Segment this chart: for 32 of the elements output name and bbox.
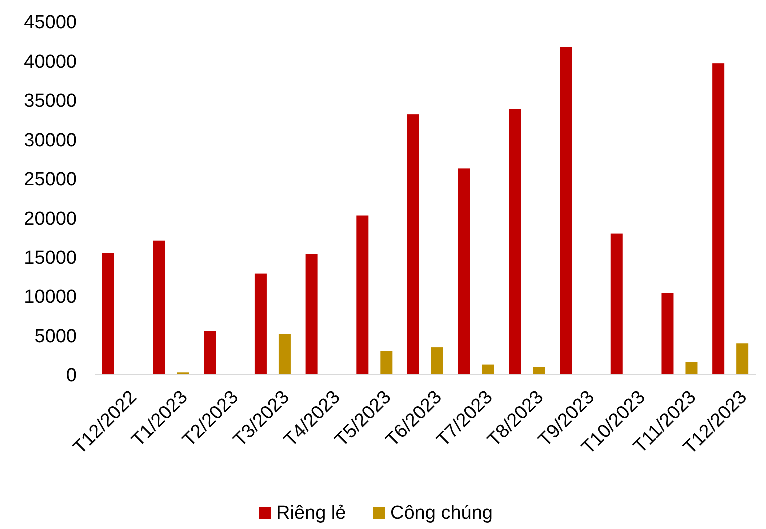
bar xyxy=(204,331,216,375)
bar xyxy=(736,344,749,375)
y-tick-label: 35000 xyxy=(24,91,77,112)
y-tick-label: 45000 xyxy=(24,12,77,34)
bar xyxy=(662,293,674,375)
bar xyxy=(380,351,393,375)
bar xyxy=(458,168,470,375)
legend-label: Công chúng xyxy=(390,503,493,524)
y-tick-label: 15000 xyxy=(24,248,77,269)
bar xyxy=(306,254,318,375)
bar xyxy=(278,334,291,375)
bar xyxy=(408,114,420,375)
bar xyxy=(356,216,369,375)
bar xyxy=(712,64,725,375)
bar xyxy=(102,253,114,375)
bar xyxy=(153,240,166,375)
y-tick-label: 20000 xyxy=(24,208,77,230)
y-tick-label: 25000 xyxy=(24,170,77,191)
bar xyxy=(254,274,267,375)
bar xyxy=(560,47,572,375)
bar xyxy=(432,348,444,375)
y-tick-label: 5000 xyxy=(34,326,77,348)
legend-label: Riêng lẻ xyxy=(276,503,346,524)
y-tick-label: 10000 xyxy=(24,287,77,308)
y-tick-label: 30000 xyxy=(24,130,77,152)
bar xyxy=(686,362,698,375)
bar xyxy=(610,234,623,375)
bar xyxy=(482,364,494,375)
bar xyxy=(533,367,546,375)
y-tick-label: 0 xyxy=(66,366,77,387)
bar xyxy=(509,109,522,375)
y-tick-label: 40000 xyxy=(24,52,77,73)
